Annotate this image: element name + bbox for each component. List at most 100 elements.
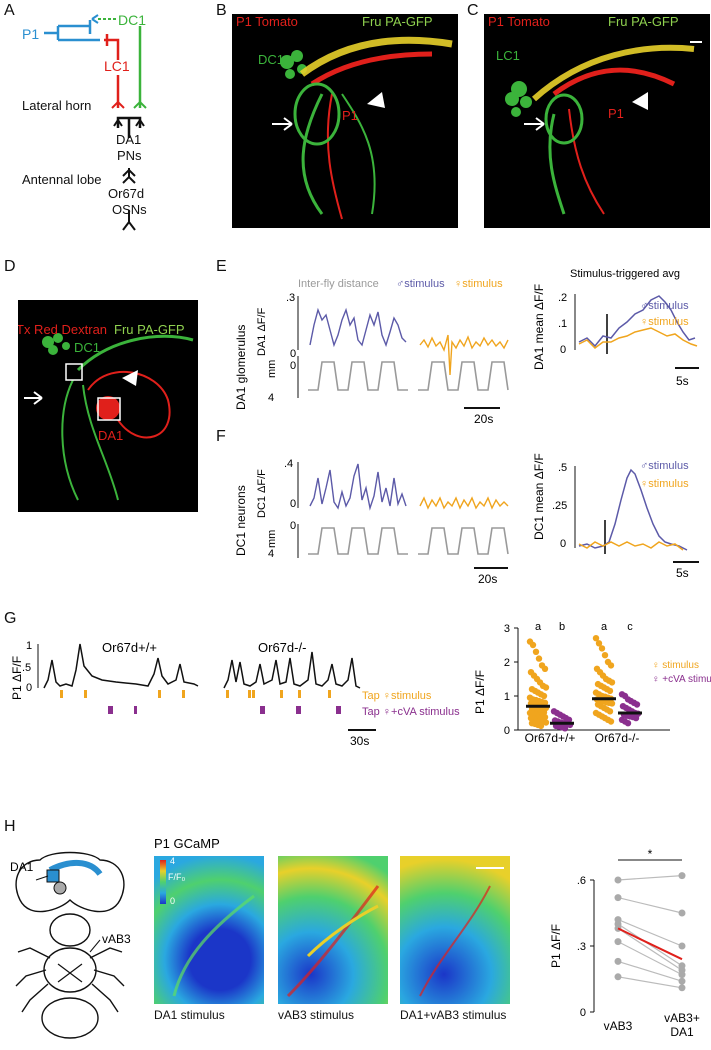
g-ko-label: Or67d-/- — [258, 640, 307, 655]
f-male-trace — [309, 463, 407, 511]
g-scatter-point — [624, 720, 632, 727]
g-scatter-y-tick-label: 3 — [504, 623, 510, 635]
h-paired-cat-label: DA1 — [670, 1025, 694, 1039]
e-tick-top: .3 — [286, 292, 296, 304]
g-tick-1: 1 — [26, 640, 33, 652]
h-paired-point — [614, 973, 622, 981]
h-paired-y-tick-label: .3 — [577, 941, 586, 953]
g-tick-0: 0 — [26, 682, 33, 694]
g-scatter-sig-letter: a — [535, 621, 542, 633]
panel-label-e: E — [216, 258, 227, 275]
h-da1-label: DA1 — [10, 860, 34, 874]
e-avg-tick-0: 0 — [560, 344, 567, 356]
d-glom-label: DA1 — [98, 428, 124, 443]
b-red-label: P1 Tomato — [236, 14, 298, 29]
g-scatter-legend-cva: ♀ +cVA stimulus — [652, 674, 711, 685]
lateral-horn-label: Lateral horn — [22, 98, 92, 113]
g-scatter-sig-letter: c — [627, 621, 633, 633]
heatmap-da1-vab3-stimulus — [400, 856, 510, 1004]
c-green-label: Fru PA-GFP — [608, 14, 679, 29]
e-avg-tick-1: .1 — [558, 318, 568, 330]
g-wt-label: Or67d+/+ — [102, 640, 157, 655]
f-tick-zero: 0 — [290, 498, 297, 510]
f-avg-tick-5: .5 — [558, 462, 568, 474]
h-paired-y-tick-label: .6 — [577, 875, 586, 887]
pns-label: PNs — [117, 148, 142, 163]
g-scatter-legend-female: ♀ stimulus — [652, 660, 699, 671]
e-mm-label: mm — [266, 359, 278, 378]
f-avg-ylabel: DC1 mean ΔF/F — [532, 453, 546, 540]
e-avg-male — [578, 295, 696, 348]
e-traces — [297, 296, 509, 409]
e-avg-female — [578, 327, 698, 349]
e-mm-tick-4: 4 — [268, 392, 275, 404]
d-red-label: Tx Red Dextran — [18, 322, 108, 337]
h-paired-point — [614, 876, 622, 884]
h-paired-point — [678, 971, 686, 979]
f-avg-tick-0: 0 — [560, 538, 567, 550]
g-scatter-point — [541, 665, 549, 672]
panel-label-g: G — [4, 610, 17, 627]
e-avg-tick-2: .2 — [558, 292, 568, 304]
g-scatter-point — [608, 679, 616, 686]
e-mm-tick-0: 0 — [290, 360, 297, 372]
e-male-dist — [308, 361, 408, 391]
h-paired-point — [614, 894, 622, 902]
h-paired-ylabel: P1 ΔF/F — [549, 924, 563, 968]
d-green-label: Fru PA-GFP — [114, 322, 185, 337]
h-paired-point — [678, 942, 686, 950]
g-wt-trace — [43, 643, 199, 689]
panel-label-b: B — [216, 2, 227, 19]
e-female-trace — [419, 334, 509, 376]
g-scatter-sig-letter: a — [601, 621, 608, 633]
f-avg-tick-25: .25 — [552, 500, 568, 512]
f-avg-female-legend: ♀stimulus — [640, 478, 689, 490]
f-avg-chart — [574, 466, 699, 563]
g-scatter-point — [608, 700, 616, 707]
h-title: P1 GCaMP — [154, 836, 220, 851]
e-avg-female-legend: ♀stimulus — [640, 316, 689, 328]
g-scatter-point — [633, 701, 641, 708]
panel-label-d: D — [4, 258, 16, 275]
g-scatter-point — [561, 725, 569, 732]
g-scatter-y-tick-label: 1 — [504, 691, 510, 703]
f-avg-scale: 5s — [676, 566, 689, 580]
panel-label-h: H — [4, 818, 16, 835]
f-female-dist — [418, 527, 509, 555]
e-avg-chart — [574, 294, 699, 369]
micrograph-b: P1 Tomato Fru PA-GFP DC1 P1 — [232, 14, 458, 228]
g-scatter-cat-label: Or67d-/- — [595, 731, 640, 745]
fly-brain-diagram — [15, 851, 125, 1039]
g-scatter-point — [632, 714, 640, 722]
or67d-label: Or67d — [108, 186, 145, 201]
h-paired-line — [617, 941, 683, 976]
g-scatter-point — [592, 635, 600, 642]
g-traces — [37, 643, 376, 731]
caption-vab3: vAB3 stimulus — [278, 1008, 355, 1022]
g-scatter-y-tick-label: 0 — [504, 725, 510, 737]
g-scatter-point — [598, 645, 606, 652]
f-ylabel: DC1 ΔF/F — [256, 469, 268, 518]
e-row-label: DA1 glomerulus — [234, 324, 248, 410]
f-mm-tick-0: 0 — [290, 520, 297, 532]
h-paired-point — [678, 872, 686, 880]
f-row-label: DC1 neurons — [234, 485, 248, 556]
g-ko-trace — [223, 651, 361, 689]
c-cell-label: P1 — [608, 106, 624, 121]
h-paired-point — [614, 938, 622, 946]
f-tick-top: .4 — [284, 458, 294, 470]
h-paired-point — [678, 909, 686, 917]
h-paired-line — [617, 927, 683, 971]
dc1-node-label: DC1 — [118, 12, 147, 28]
antennal-lobe-label: Antennal lobe — [22, 172, 102, 187]
circuit-diagram — [44, 14, 147, 231]
g-scatter-point — [532, 648, 540, 655]
f-avg-male-legend: ♂stimulus — [640, 460, 689, 472]
g-scatter-point — [606, 708, 614, 715]
g-scatter-y-tick-label: 2 — [504, 657, 510, 669]
caption-da1-vab3: DA1+vAB3 stimulus — [400, 1008, 507, 1022]
g-scatter-point — [540, 692, 548, 700]
e-legend-male: ♂stimulus — [396, 278, 445, 290]
c-red-label: P1 Tomato — [488, 14, 550, 29]
h-paired-point — [614, 957, 622, 965]
